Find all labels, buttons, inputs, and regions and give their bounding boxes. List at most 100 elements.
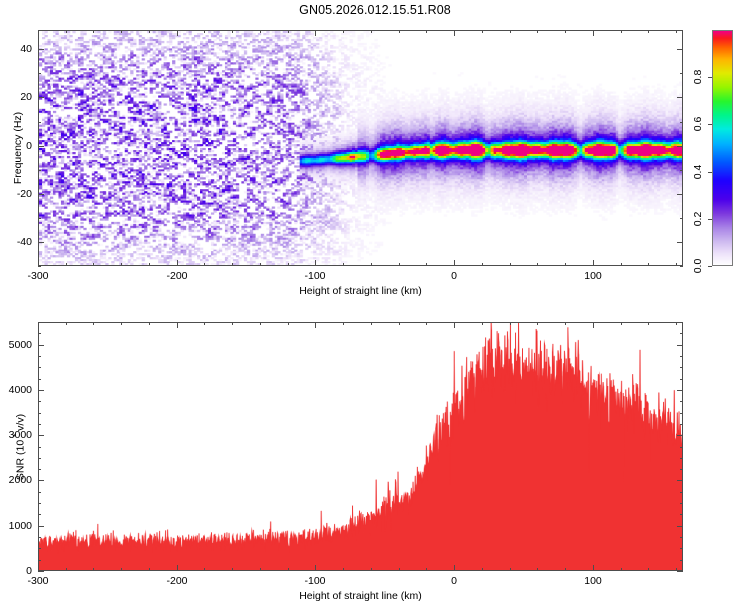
- y-tick-minor: [38, 322, 41, 323]
- y-tick-major: [38, 390, 44, 391]
- y-tick-minor: [680, 401, 683, 402]
- x-tick-minor: [204, 263, 205, 266]
- spectrogram-image: [39, 31, 682, 265]
- x-tick-minor: [343, 322, 344, 325]
- y-tick-major: [38, 49, 44, 50]
- y-tick-major: [677, 49, 683, 50]
- y-tick-minor: [38, 170, 41, 171]
- colorbar-tick: [708, 124, 712, 125]
- x-tick-minor: [510, 568, 511, 571]
- x-tick-major: [593, 565, 594, 571]
- x-tick-minor: [232, 568, 233, 571]
- y-tick-major: [677, 571, 683, 572]
- x-tick-label: -100: [304, 575, 326, 587]
- colorbar-tick: [708, 219, 712, 220]
- y-tick-label: 3000: [8, 429, 32, 441]
- x-tick-major: [177, 260, 178, 266]
- x-tick-minor: [260, 30, 261, 33]
- x-tick-minor: [121, 263, 122, 266]
- x-tick-minor: [66, 263, 67, 266]
- y-tick-minor: [680, 503, 683, 504]
- x-tick-major-top: [315, 322, 316, 328]
- x-tick-minor: [399, 322, 400, 325]
- y-tick-major: [38, 242, 44, 243]
- snr-xaxis-title: Height of straight line (km): [299, 590, 422, 602]
- x-tick-minor: [204, 30, 205, 33]
- colorbar-tick: [708, 266, 712, 267]
- y-tick-major: [677, 242, 683, 243]
- y-tick-minor: [680, 548, 683, 549]
- x-tick-minor: [149, 30, 150, 33]
- x-tick-minor: [288, 30, 289, 33]
- y-tick-minor: [38, 548, 41, 549]
- x-tick-major-top: [177, 30, 178, 36]
- x-tick-minor: [93, 263, 94, 266]
- x-tick-minor: [510, 322, 511, 325]
- x-tick-minor: [149, 568, 150, 571]
- y-tick-label: 5000: [8, 339, 32, 351]
- x-tick-minor: [232, 322, 233, 325]
- y-tick-label: 2000: [8, 474, 32, 486]
- x-tick-minor: [565, 568, 566, 571]
- y-tick-major: [38, 435, 44, 436]
- x-tick-minor: [204, 322, 205, 325]
- x-tick-minor: [232, 30, 233, 33]
- x-tick-major-top: [38, 30, 39, 36]
- x-tick-minor: [66, 322, 67, 325]
- x-tick-minor: [537, 30, 538, 33]
- y-tick-minor: [38, 492, 41, 493]
- x-tick-minor: [121, 568, 122, 571]
- x-tick-minor: [260, 322, 261, 325]
- x-tick-minor: [537, 568, 538, 571]
- y-tick-minor: [680, 537, 683, 538]
- x-tick-minor: [648, 30, 649, 33]
- snr-yaxis-title-pre: SNR (10: [14, 436, 27, 480]
- y-tick-minor: [680, 379, 683, 380]
- y-tick-label: 1000: [8, 520, 32, 532]
- y-tick-label: 40: [20, 43, 32, 55]
- y-tick-minor: [38, 424, 41, 425]
- y-tick-label: -40: [16, 236, 32, 248]
- x-tick-minor: [371, 322, 372, 325]
- y-tick-major: [38, 480, 44, 481]
- spectrogram-yaxis-title: Frequency (Hz): [12, 111, 24, 185]
- figure-title: GN05.2026.012.15.51.R08: [299, 3, 451, 17]
- x-tick-major: [315, 565, 316, 571]
- y-tick-minor: [38, 537, 41, 538]
- y-tick-major: [677, 390, 683, 391]
- x-tick-minor: [204, 568, 205, 571]
- x-tick-minor: [149, 322, 150, 325]
- colorbar-tick-label: 0.6: [692, 116, 704, 132]
- x-tick-major: [454, 260, 455, 266]
- x-tick-label: -300: [27, 270, 49, 282]
- colorbar-tick-label: 0.0: [692, 258, 704, 274]
- colorbar: [712, 30, 733, 266]
- x-tick-minor: [426, 568, 427, 571]
- x-tick-minor: [482, 322, 483, 325]
- x-tick-minor: [482, 568, 483, 571]
- x-tick-minor: [288, 322, 289, 325]
- y-tick-minor: [38, 401, 41, 402]
- x-tick-label: -200: [166, 270, 188, 282]
- x-tick-minor: [93, 568, 94, 571]
- x-tick-label: -300: [27, 575, 49, 587]
- x-tick-minor: [260, 568, 261, 571]
- x-tick-minor: [93, 30, 94, 33]
- y-tick-major: [38, 345, 44, 346]
- y-tick-minor: [680, 469, 683, 470]
- y-tick-minor: [680, 413, 683, 414]
- x-tick-major-top: [454, 322, 455, 328]
- y-tick-major: [38, 97, 44, 98]
- y-tick-major: [677, 194, 683, 195]
- x-tick-minor: [426, 30, 427, 33]
- spectrogram-axes: [38, 30, 683, 266]
- x-tick-minor: [232, 263, 233, 266]
- x-tick-major: [177, 565, 178, 571]
- y-tick-major: [677, 526, 683, 527]
- y-tick-minor: [680, 367, 683, 368]
- y-tick-minor: [38, 458, 41, 459]
- y-tick-minor: [680, 333, 683, 334]
- x-tick-minor: [399, 30, 400, 33]
- x-tick-major-top: [593, 30, 594, 36]
- y-tick-major: [677, 345, 683, 346]
